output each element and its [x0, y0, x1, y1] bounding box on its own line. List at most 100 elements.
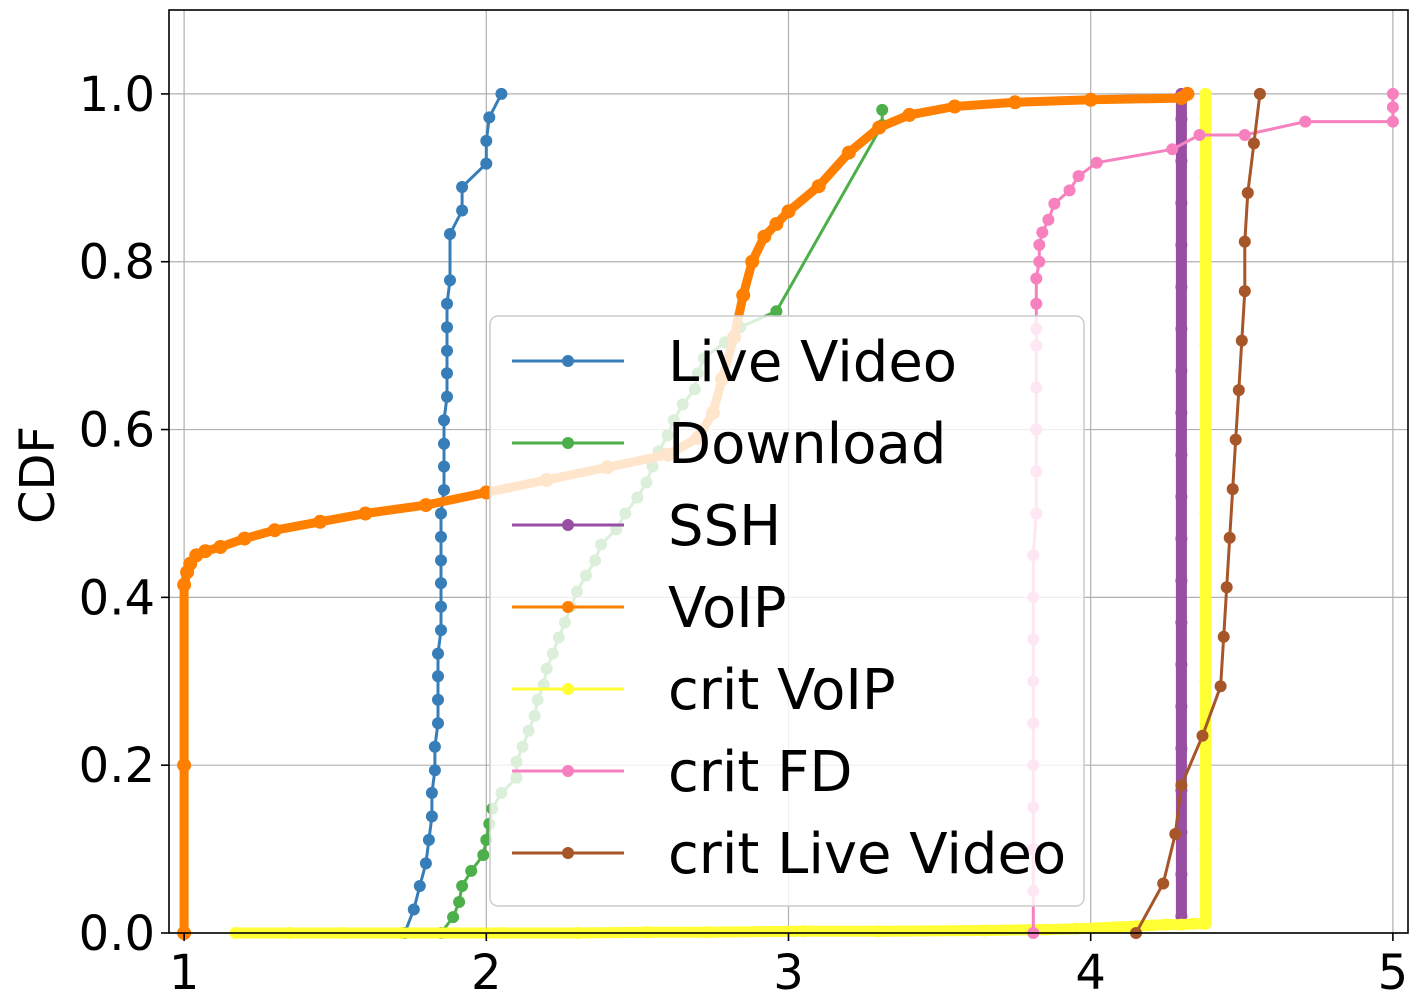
data-point-crit-fd	[1048, 197, 1061, 210]
data-point-live-video	[441, 297, 453, 310]
data-point-live-video	[432, 717, 444, 730]
data-point-live-video	[483, 111, 496, 124]
data-point-crit-voip	[1199, 843, 1212, 856]
legend-marker	[562, 601, 574, 613]
data-point-live-video	[432, 670, 444, 683]
legend-marker	[562, 519, 574, 531]
y-tick-label: 0.6	[79, 403, 155, 459]
data-point-live-video	[444, 274, 456, 287]
data-point-crit-live-video	[1220, 581, 1233, 594]
y-axis: 0.0 0.2 0.4 0.6 0.8 1.0	[79, 67, 169, 962]
data-point-live-video	[413, 880, 426, 892]
legend-entry-crit-fd: crit FD	[512, 740, 852, 805]
data-point-crit-voip	[1199, 87, 1212, 100]
legend-marker	[562, 847, 574, 859]
data-point-ssh	[1175, 868, 1188, 881]
data-point-crit-fd	[1033, 255, 1046, 268]
data-point-crit-live-video	[1196, 729, 1209, 742]
data-point-live-video	[456, 181, 469, 193]
data-point-crit-live-video	[1232, 384, 1245, 397]
data-point-voip	[418, 498, 433, 513]
data-point-live-video	[425, 810, 438, 823]
data-point-live-video	[441, 367, 453, 380]
legend-marker	[562, 437, 574, 449]
legend-label: crit FD	[668, 740, 852, 805]
data-point-live-video	[435, 554, 447, 567]
series-crit-live-video	[1130, 87, 1266, 939]
y-tick-label: 0.2	[79, 738, 155, 794]
legend-entry-crit-live-video: crit Live Video	[512, 822, 1066, 887]
data-point-crit-live-video	[1214, 680, 1227, 693]
legend-label: Download	[668, 412, 946, 477]
data-point-crit-fd	[1030, 297, 1043, 310]
data-point-live-video	[438, 414, 450, 427]
data-point-crit-fd	[1238, 129, 1251, 141]
data-point-crit-voip	[1069, 922, 1082, 935]
y-tick-label: 0.4	[79, 570, 155, 626]
x-tick-label: 5	[1378, 945, 1409, 1001]
data-point-crit-voip	[1199, 507, 1212, 520]
data-point-live-video	[441, 321, 453, 334]
data-point-download	[453, 896, 466, 908]
data-point-crit-live-video	[1226, 483, 1239, 496]
data-point-crit-live-video	[1238, 285, 1251, 298]
x-axis: 1 2 3 4 5	[169, 933, 1408, 1001]
x-tick-label: 4	[1075, 945, 1106, 1001]
data-point-ssh	[1175, 238, 1188, 251]
data-point-voip	[1180, 86, 1195, 101]
data-point-download	[447, 911, 460, 924]
data-point-crit-live-video	[1175, 779, 1188, 792]
data-point-crit-voip	[978, 924, 991, 937]
data-point-crit-voip	[1199, 591, 1212, 604]
data-point-crit-fd	[1042, 213, 1055, 226]
x-tick-label: 2	[471, 945, 502, 1001]
data-point-live-video	[438, 437, 450, 450]
data-point-voip	[781, 204, 796, 219]
data-point-voip	[757, 229, 772, 244]
data-point-crit-live-video	[1217, 630, 1230, 643]
data-point-download	[876, 103, 889, 116]
data-point-live-video	[480, 134, 493, 147]
data-point-live-video	[438, 460, 450, 473]
data-point-crit-voip	[1145, 919, 1158, 932]
data-point-crit-voip	[1199, 759, 1212, 772]
data-point-voip	[811, 179, 826, 194]
data-point-ssh	[1175, 113, 1188, 126]
data-point-crit-fd	[1299, 115, 1312, 128]
legend-label: SSH	[668, 494, 781, 559]
data-point-crit-fd	[1386, 101, 1399, 114]
data-point-live-video	[425, 786, 438, 799]
data-point-voip	[198, 544, 213, 559]
data-point-crit-fd	[1063, 184, 1076, 197]
y-axis-label: CDF	[10, 426, 66, 524]
data-point-voip	[267, 523, 282, 538]
data-point-live-video	[441, 344, 453, 357]
legend-label: VoIP	[668, 576, 787, 641]
data-point-ssh	[1175, 700, 1188, 713]
legend-label: crit Live Video	[668, 822, 1066, 887]
data-point-crit-live-video	[1238, 235, 1251, 248]
data-point-live-video	[419, 857, 432, 870]
data-point-live-video	[435, 530, 447, 543]
x-tick-label: 1	[169, 945, 200, 1001]
data-point-crit-voip	[1199, 917, 1212, 930]
legend-label: crit VoIP	[668, 658, 896, 723]
legend-entry-voip: VoIP	[512, 576, 787, 641]
data-point-crit-fd	[1090, 156, 1103, 169]
data-point-crit-fd	[1193, 129, 1206, 141]
data-point-voip	[1008, 95, 1023, 110]
data-point-voip	[872, 120, 887, 135]
legend-entry-download: Download	[512, 412, 946, 477]
data-point-voip	[177, 758, 192, 773]
data-point-crit-fd	[1166, 143, 1179, 156]
legend-frame	[489, 315, 1085, 907]
legend-entry-crit-voip: crit VoIP	[512, 658, 896, 723]
data-point-live-video	[441, 390, 453, 403]
data-point-live-video	[432, 693, 444, 706]
data-point-crit-voip	[1199, 675, 1212, 688]
y-tick-label: 0.0	[79, 906, 155, 962]
data-point-crit-fd	[1036, 226, 1049, 239]
legend-entry-ssh: SSH	[512, 494, 781, 559]
data-point-ssh	[1175, 406, 1188, 419]
